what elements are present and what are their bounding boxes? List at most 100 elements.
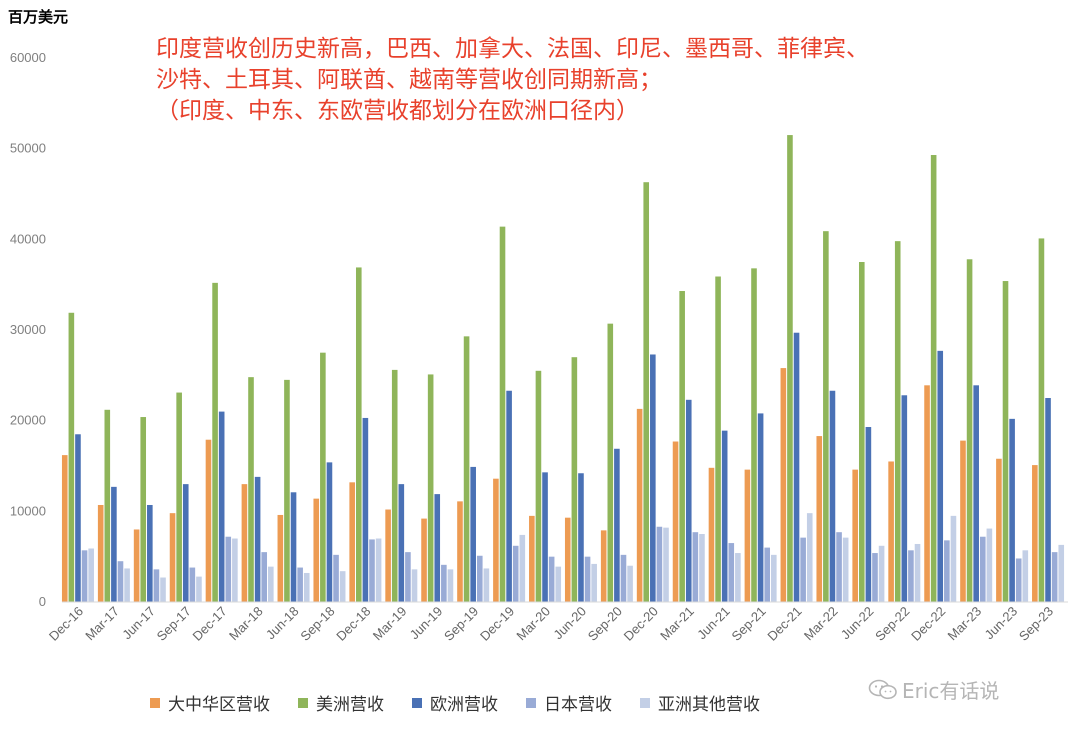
bar — [97, 504, 104, 602]
x-tick-label: Sep-17 — [154, 604, 194, 644]
bar — [1051, 552, 1058, 602]
bar — [930, 155, 937, 602]
bar — [483, 568, 490, 602]
bar — [643, 182, 650, 602]
bar — [699, 534, 705, 602]
y-tick-label: 50000 — [10, 141, 46, 156]
bar — [663, 527, 669, 602]
bar — [614, 448, 620, 602]
legend-label: 亚洲其他营收 — [658, 695, 760, 715]
bar — [627, 565, 633, 602]
bar — [757, 413, 764, 602]
watermark: Eric有话说 — [868, 675, 999, 704]
x-tick-label: Dec-20 — [621, 604, 661, 644]
bar — [75, 434, 81, 602]
bar — [600, 530, 607, 602]
bar — [878, 545, 885, 602]
bar — [297, 567, 303, 602]
bar — [852, 469, 858, 602]
bar — [728, 543, 735, 602]
bar — [61, 455, 68, 602]
bar — [212, 282, 218, 602]
legend-label: 欧洲营收 — [430, 695, 498, 715]
x-tick-label: Jun-19 — [407, 604, 446, 643]
bar — [816, 436, 823, 602]
bar — [764, 547, 771, 602]
bar — [620, 554, 627, 602]
legend-item-europe: 欧洲营收 — [412, 690, 498, 715]
bar — [715, 276, 721, 602]
bar — [708, 467, 715, 602]
legend-swatch — [640, 697, 650, 708]
bar — [578, 473, 584, 602]
legend-item-greater-china: 大中华区营收 — [150, 690, 270, 715]
bar — [744, 469, 751, 602]
bar — [391, 369, 398, 602]
x-tick-label: Mar-17 — [82, 604, 122, 644]
x-tick-label: Sep-22 — [872, 604, 912, 644]
bar — [476, 555, 483, 602]
bar — [303, 572, 310, 602]
x-tick-label: Mar-18 — [226, 604, 266, 644]
x-tick-label: Dec-22 — [908, 604, 948, 644]
bar — [806, 513, 813, 602]
x-tick-label: Dec-19 — [477, 604, 517, 644]
bar — [535, 370, 542, 602]
bar — [140, 417, 147, 602]
bar — [290, 492, 297, 602]
bar — [996, 458, 1002, 602]
bar — [771, 554, 777, 602]
bar — [966, 259, 973, 602]
bars-group — [61, 135, 1065, 603]
bar — [232, 538, 238, 602]
x-tick-label: Dec-16 — [46, 604, 86, 644]
bar — [555, 566, 562, 602]
bar — [960, 440, 966, 602]
bar — [937, 350, 944, 602]
bar — [829, 390, 836, 602]
legend-swatch — [298, 697, 308, 708]
bar — [901, 395, 908, 602]
x-tick-label: Mar-22 — [801, 604, 841, 644]
bar — [842, 537, 849, 602]
bar — [1058, 544, 1065, 602]
bar — [427, 374, 434, 602]
x-tick-label: Jun-22 — [838, 604, 877, 643]
bar — [434, 494, 441, 602]
x-tick-label: Sep-20 — [585, 604, 625, 644]
bar — [780, 368, 787, 602]
bar — [457, 501, 463, 602]
y-tick-label: 40000 — [10, 231, 46, 246]
bar — [506, 390, 512, 602]
bar — [1032, 465, 1038, 602]
bar — [499, 226, 506, 602]
x-tick-label: Jun-23 — [982, 604, 1021, 643]
bar — [326, 462, 333, 602]
bar — [721, 430, 728, 602]
bar — [248, 377, 254, 602]
bar — [153, 569, 160, 602]
y-axis: 0 10000 20000 30000 40000 50000 60000 — [10, 50, 46, 609]
bar — [470, 466, 476, 602]
bar — [320, 352, 326, 602]
bar — [636, 408, 643, 602]
x-tick-label: Mar-20 — [513, 604, 553, 644]
bar — [914, 543, 921, 602]
bar — [548, 556, 555, 602]
x-tick-label: Jun-17 — [119, 604, 158, 643]
bar — [607, 323, 614, 602]
bar — [349, 482, 355, 602]
bar — [894, 241, 901, 602]
bar — [571, 357, 578, 602]
bar — [68, 312, 75, 602]
x-tick-label: Sep-18 — [297, 604, 337, 644]
bar — [973, 385, 979, 602]
x-tick-label: Dec-18 — [333, 604, 373, 644]
bar — [735, 553, 741, 602]
bar — [685, 399, 692, 602]
bar — [355, 267, 362, 602]
bar — [950, 515, 957, 602]
bar — [333, 554, 339, 602]
bar — [81, 550, 88, 602]
